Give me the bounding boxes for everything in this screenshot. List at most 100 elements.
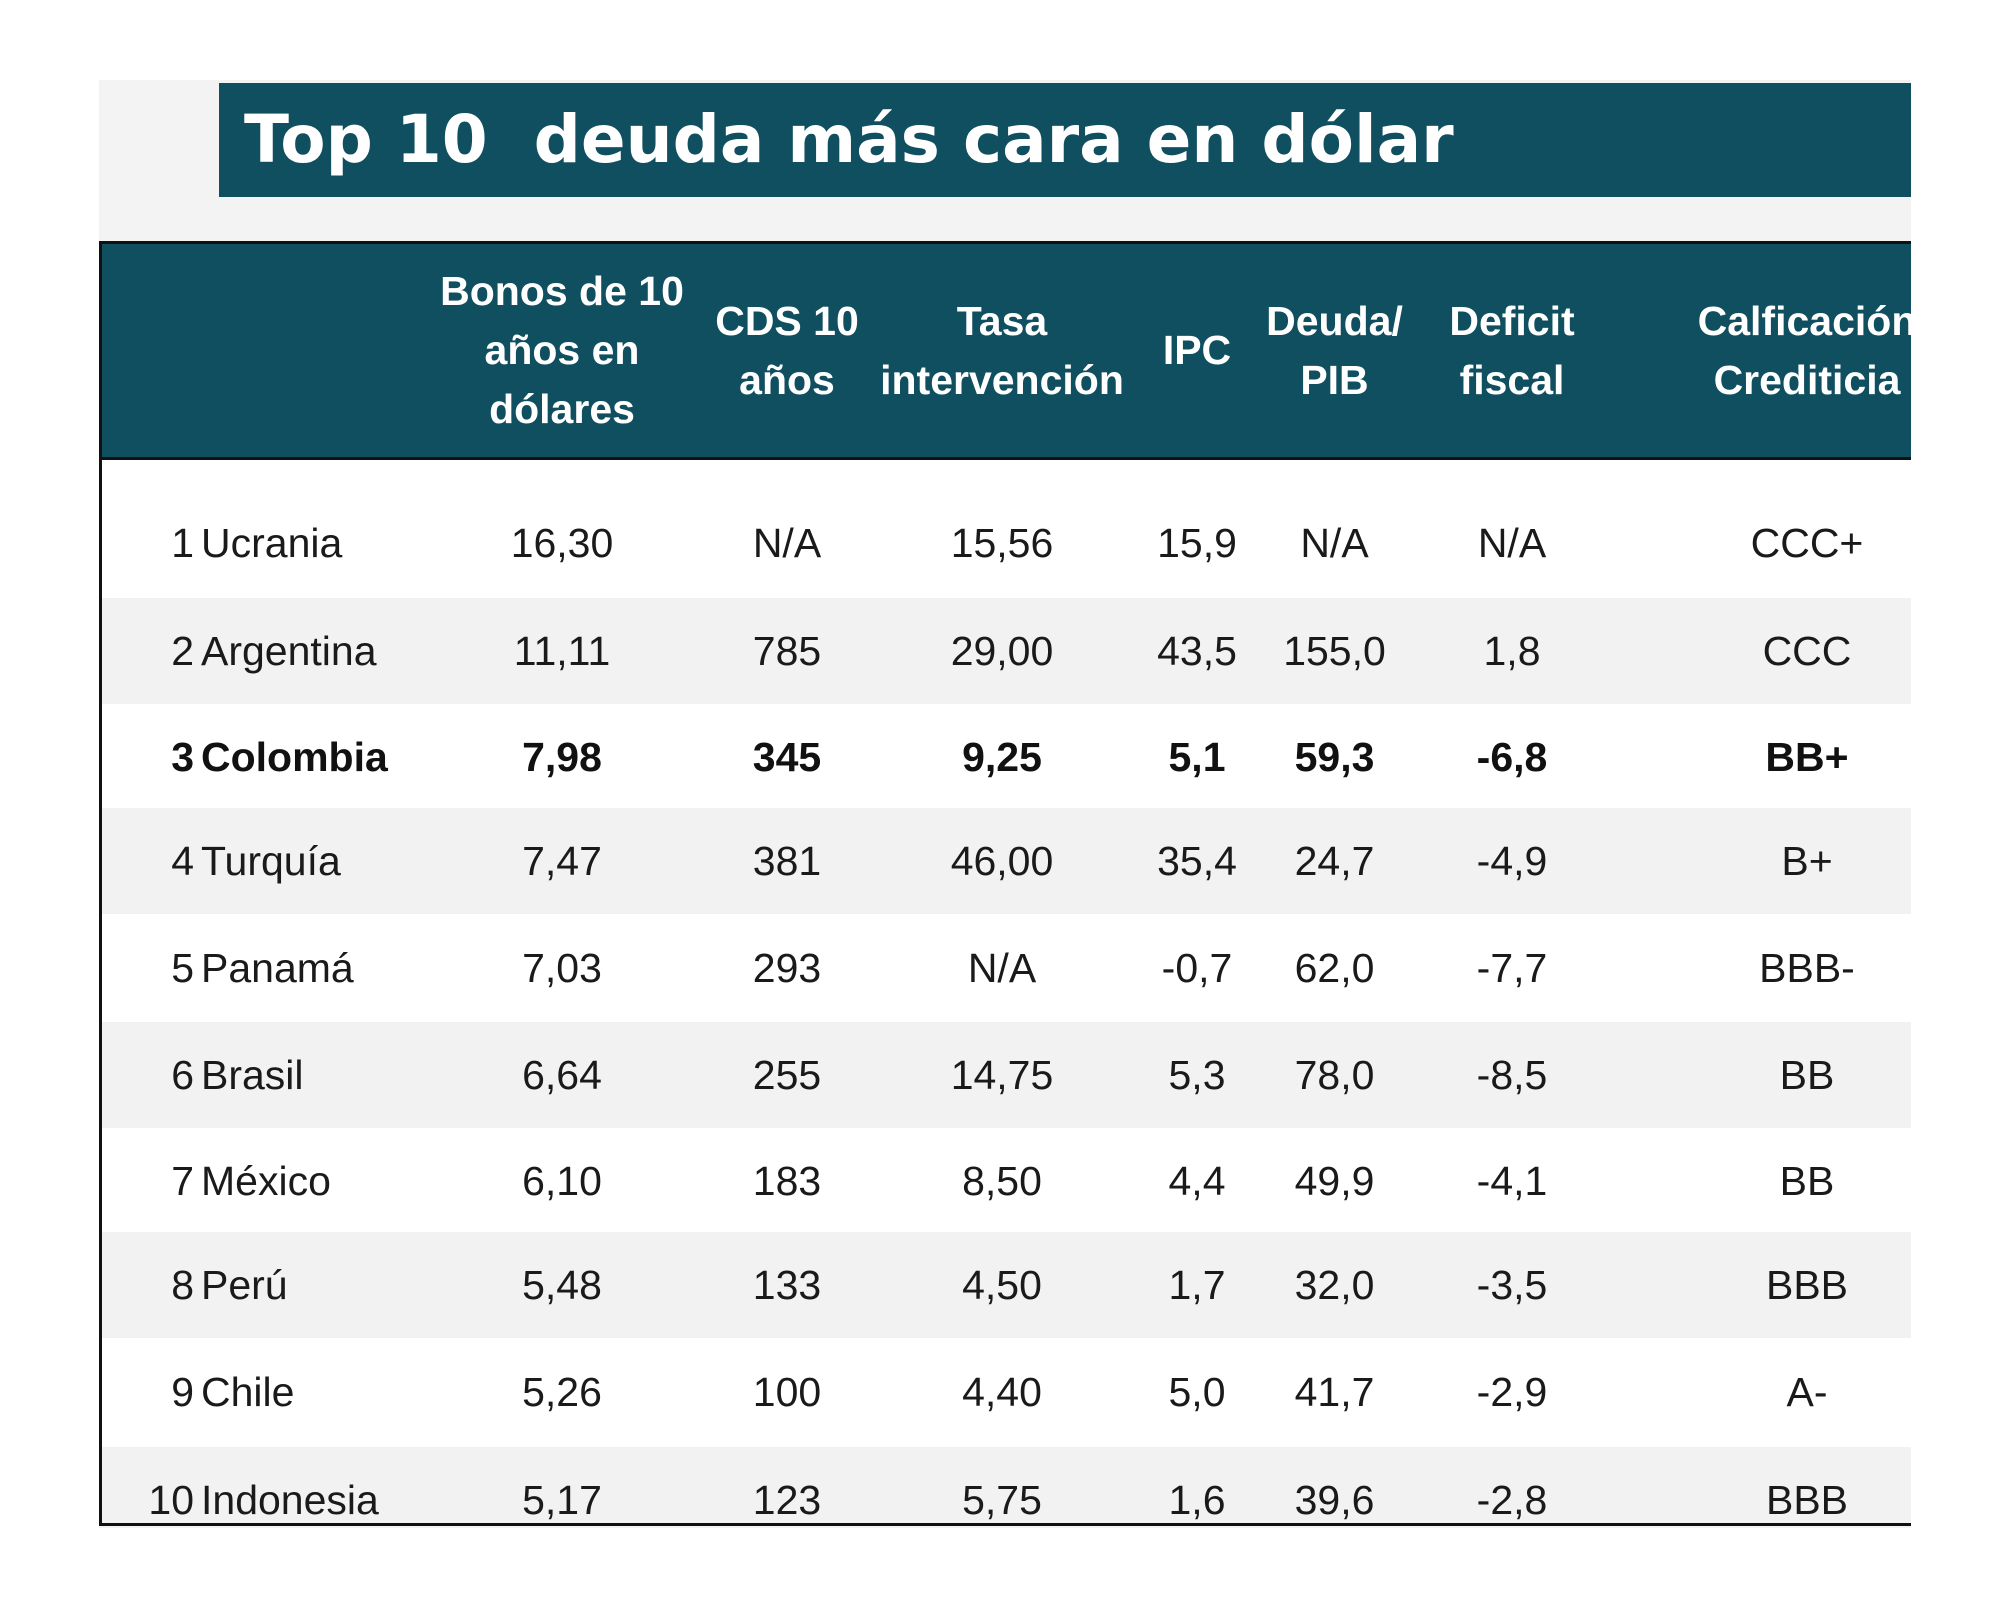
cell-ipc: 1,6 [1168,1477,1226,1523]
cell-bonos: 5,26 [522,1369,602,1415]
table-row: 9 Chile 5,26 100 4,40 5,0 41,7 -2,9 A- [102,1339,1911,1445]
cell-rank: 10 [148,1477,194,1523]
cell-rank: 1 [171,520,194,566]
cell-tasa: N/A [967,945,1037,991]
cell-tasa: 46,00 [950,838,1054,884]
cell-deficit: 1,8 [1483,628,1541,674]
cell-country: Brasil [201,1052,304,1098]
cell-calif: BB [1779,1052,1835,1098]
cell-tasa: 8,50 [962,1158,1042,1204]
cell-deficit: -3,5 [1476,1262,1548,1308]
cell-country: Turquía [201,838,341,884]
cell-tasa: 4,50 [962,1262,1042,1308]
cell-ipc: 1,7 [1168,1262,1226,1308]
cell-country: México [201,1158,331,1204]
cell-rank: 3 [171,734,194,780]
table-row: 3 Colombia 7,98 345 9,25 5,1 59,3 -6,8 BB+ [102,704,1911,810]
cell-country: Argentina [201,628,377,674]
cell-deuda: N/A [1300,520,1369,566]
cell-country: Chile [201,1369,295,1415]
cell-bonos: 11,11 [513,628,611,674]
header-deuda: Deuda/ PIB [1266,297,1403,403]
cell-bonos: 5,48 [522,1262,602,1308]
cell-ipc: 15,9 [1157,520,1237,566]
cell-cds: 100 [752,1369,822,1415]
cell-cds: 183 [752,1158,822,1204]
cell-deficit: -2,9 [1476,1369,1548,1415]
cell-deuda: 49,9 [1294,1158,1375,1204]
cell-calif: BBB- [1759,945,1855,991]
table-row: 4 Turquía 7,47 381 46,00 35,4 24,7 -4,9 B+ [102,808,1911,914]
cell-bonos: 7,98 [522,734,602,780]
cell-cds: 785 [752,628,822,674]
cell-cds: 133 [752,1262,822,1308]
cell-tasa: 4,40 [962,1369,1042,1415]
cell-rank: 2 [171,628,194,674]
cell-calif: BB+ [1765,734,1849,780]
cell-rank: 8 [171,1262,194,1308]
cell-country: Panamá [201,945,354,991]
title-bar: Top 10 deuda más cara en dólar [219,83,1911,197]
cell-deuda: 62,0 [1294,945,1375,991]
cell-deuda: 155,0 [1283,628,1386,674]
cell-ipc: 5,3 [1168,1052,1226,1098]
table-row: 7 México 6,10 183 8,50 4,4 49,9 -4,1 BB [102,1128,1911,1234]
cell-calif: A- [1786,1369,1828,1415]
cell-cds: 255 [752,1052,822,1098]
header-cds: CDS 10 años [715,297,859,403]
cell-cds: 293 [752,945,822,991]
cell-tasa: 15,56 [950,520,1054,566]
cell-ipc: -0,7 [1161,945,1233,991]
cell-tasa: 29,00 [950,628,1054,674]
cell-ipc: 35,4 [1157,838,1237,884]
cell-rank: 5 [171,945,194,991]
cell-deuda: 41,7 [1294,1369,1375,1415]
cell-cds: 123 [752,1477,822,1523]
cell-bonos: 6,64 [522,1052,602,1098]
cell-deficit: -4,9 [1476,838,1548,884]
table-row: 2 Argentina 11,11 785 29,00 43,5 155,0 1,8 CCC [102,598,1911,704]
cell-deuda: 78,0 [1294,1052,1375,1098]
cell-deficit: -2,8 [1476,1477,1548,1523]
cell-deficit: N/A [1477,520,1547,566]
cell-ipc: 5,0 [1168,1369,1226,1415]
header-deficit: Deficit fiscal [1449,297,1575,403]
cell-cds: 345 [752,734,822,780]
cell-bonos: 6,10 [522,1158,602,1204]
cell-deficit: -8,5 [1476,1052,1548,1098]
table-row: 1 Ucrania 16,30 N/A 15,56 15,9 N/A N/A CCC+ [102,490,1911,596]
cell-rank: 9 [171,1369,194,1415]
cell-country: Indonesia [201,1477,379,1523]
header-bonos: Bonos de 10 años en dólares [440,268,684,432]
cell-country: Colombia [201,734,388,780]
cell-bonos: 16,30 [510,520,614,566]
table-header-row: Bonos de 10 años en dólares CDS 10 años … [102,244,1911,460]
table-row: 8 Perú 5,48 133 4,50 1,7 32,0 -3,5 BBB [102,1232,1911,1338]
header-country [201,244,431,457]
header-tasa: Tasa intervención [880,297,1124,403]
cell-deficit: -4,1 [1476,1158,1548,1204]
cell-tasa: 14,75 [950,1052,1054,1098]
cell-bonos: 7,03 [522,945,602,991]
table-row: 10 Indonesia 5,17 123 5,75 1,6 39,6 -2,8 BBB [102,1447,1911,1523]
data-table: Bonos de 10 años en dólares CDS 10 años … [99,241,1911,1526]
cell-rank: 6 [171,1052,194,1098]
cell-calif: B+ [1781,838,1833,884]
cell-tasa: 5,75 [962,1477,1042,1523]
cell-deficit: -6,8 [1476,734,1548,780]
cell-calif: BBB [1765,1262,1849,1308]
cell-cds: N/A [752,520,822,566]
cell-country: Perú [201,1262,288,1308]
cell-deuda: 39,6 [1294,1477,1375,1523]
page-title: Top 10 deuda más cara en dólar [244,101,1454,178]
header-calificacion: Calficación Crediticia [1697,297,1911,403]
cell-calif: CCC+ [1750,520,1864,566]
header-rank [102,244,194,457]
cell-bonos: 5,17 [522,1477,602,1523]
table-row: 5 Panamá 7,03 293 N/A -0,7 62,0 -7,7 BBB- [102,915,1911,1021]
cell-deuda: 32,0 [1294,1262,1375,1308]
table-row: 6 Brasil 6,64 255 14,75 5,3 78,0 -8,5 BB [102,1022,1911,1128]
cell-deuda: 59,3 [1294,734,1375,780]
cell-country: Ucrania [201,520,343,566]
cell-rank: 4 [171,838,194,884]
